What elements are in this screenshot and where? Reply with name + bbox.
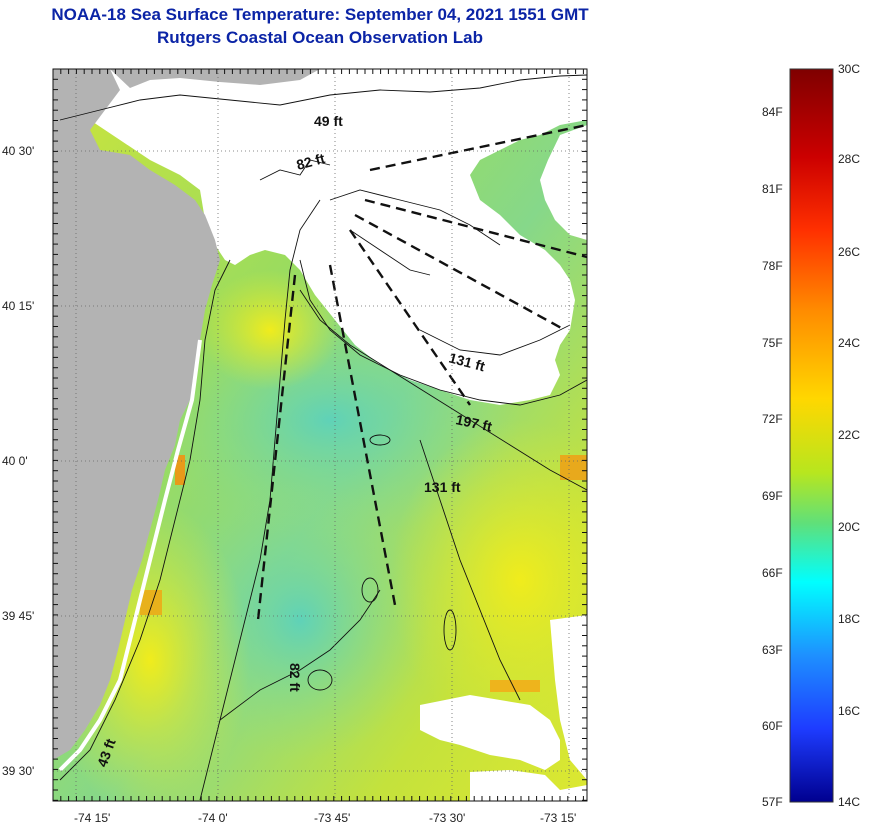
depth-label-82ft-north: 82 ft	[295, 150, 327, 173]
cloud-cover-southeast	[420, 695, 560, 770]
lon-label-74-15: -74 15'	[74, 811, 110, 825]
cloud-cover-east	[540, 125, 587, 240]
depth-label-82ft-south: 82 ft	[287, 663, 303, 692]
warm-water-east	[390, 420, 587, 740]
cloud-cover-east-coast	[550, 615, 587, 780]
map-subtitle: Rutgers Coastal Ocean Observation Lab	[157, 28, 483, 47]
depth-label-49ft: 49 ft	[314, 113, 343, 129]
lat-label-40-15: 40 15'	[2, 299, 34, 313]
map-frame	[52, 68, 588, 802]
warm-patch	[140, 590, 162, 615]
lat-label-40-30: 40 30'	[2, 144, 34, 158]
lat-label-39-45: 39 45'	[2, 609, 34, 623]
lon-label-73-15: -73 15'	[540, 811, 576, 825]
warm-water-north	[200, 270, 340, 390]
lat-label-40-0: 40 0'	[2, 454, 28, 468]
map-title: NOAA-18 Sea Surface Temperature: Septemb…	[51, 5, 589, 24]
land-new-jersey	[53, 69, 220, 760]
warm-patch	[175, 455, 185, 485]
frame-ticks	[52, 68, 587, 801]
lon-label-74-0: -74 0'	[198, 811, 228, 825]
depth-label-131ft-south: 131 ft	[424, 479, 461, 495]
depth-label-197ft: 197 ft	[454, 411, 493, 434]
lon-label-73-30: -73 30'	[429, 811, 465, 825]
lat-label-39-30: 39 30'	[2, 764, 34, 778]
barrier-islands	[58, 339, 202, 772]
lat-lon-grid	[53, 69, 587, 801]
transect-lines	[256, 123, 587, 621]
depth-contours	[59, 74, 587, 801]
lon-label-73-45: -73 45'	[314, 811, 350, 825]
warm-patch	[560, 455, 587, 480]
warm-patch	[490, 680, 540, 692]
cloud-cover-south	[470, 770, 587, 801]
